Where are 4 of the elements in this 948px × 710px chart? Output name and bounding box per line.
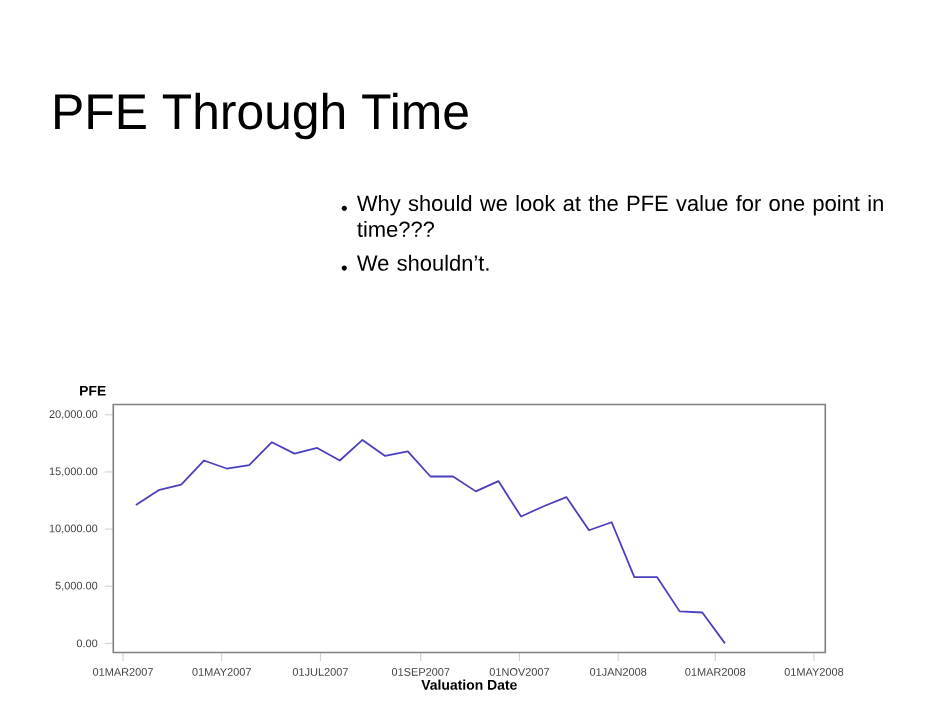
text: We shouldn’t. [356, 254, 489, 271]
line-series [135, 439, 726, 645]
text: Why should we look at the PFE value for one point in time??? [356, 195, 883, 237]
chart-title: PFE Through Time [55, 92, 468, 140]
